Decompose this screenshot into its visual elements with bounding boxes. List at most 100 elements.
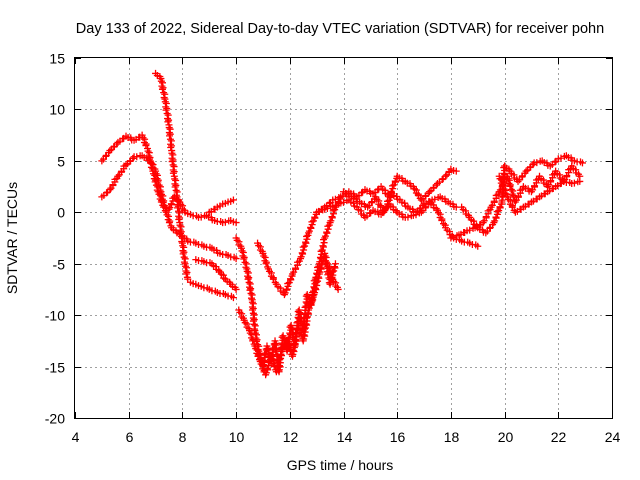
y-tick-label: 15 [49, 51, 65, 67]
grid-lines [75, 58, 612, 418]
data-point-satellite-arc-8 [358, 189, 366, 197]
data-point-satellite-arc-7 [290, 341, 298, 349]
data-point-satellite-arc-11 [506, 182, 514, 190]
data-point-satellite-arc-6 [239, 252, 247, 260]
data-point-satellite-arc-8 [417, 196, 425, 204]
data-point-satellite-arc-14 [327, 270, 335, 278]
x-tick-label: 12 [283, 429, 299, 445]
x-tick-label: 20 [498, 429, 514, 445]
data-point-satellite-arc-4 [215, 266, 223, 274]
data-point-satellite-arc-3 [182, 270, 190, 278]
data-point-satellite-arc-7 [254, 352, 262, 360]
data-point-satellite-arc-6 [249, 317, 257, 325]
data-point-satellite-arc-1 [169, 194, 177, 202]
data-point-satellite-arc-7 [331, 260, 339, 268]
data-point-satellite-arc-7 [285, 344, 293, 352]
data-point-satellite-arc-6 [238, 247, 246, 255]
data-point-satellite-arc-7 [284, 339, 292, 347]
y-tick-label: -15 [45, 360, 65, 376]
data-point-satellite-arc-7 [296, 329, 304, 337]
data-point-satellite-arc-7 [269, 360, 277, 368]
data-point-satellite-arc-2 [164, 216, 172, 224]
data-point-satellite-arc-2 [159, 198, 167, 206]
y-tick-label: -20 [45, 411, 65, 427]
data-point-satellite-arc-14 [324, 262, 332, 270]
data-point-satellite-arc-9 [366, 209, 374, 217]
data-point-satellite-arc-12 [551, 158, 559, 166]
chart-title: Day 133 of 2022, Sidereal Day-to-day VTE… [76, 21, 604, 37]
data-point-satellite-arc-8 [260, 252, 268, 260]
axis-ticks: 4 6 8 10 12 14 16 18 20 22 24 -20 -15 -10 -5 0 5 10 15 [45, 51, 621, 446]
data-point-satellite-arc-6 [240, 255, 248, 263]
x-axis-label: GPS time / hours [287, 457, 394, 473]
data-point-satellite-arc-8 [261, 257, 269, 265]
data-point-satellite-arc-7 [311, 284, 319, 292]
data-point-satellite-arc-7 [263, 365, 271, 373]
data-point-satellite-arc-11 [507, 185, 515, 193]
data-point-satellite-arc-13 [576, 177, 584, 185]
data-point-satellite-arc-7 [264, 359, 272, 367]
data-point-satellite-arc-2 [158, 195, 166, 203]
data-point-satellite-arc-2 [161, 202, 168, 210]
data-point-satellite-arc-3 [168, 158, 176, 166]
data-point-satellite-arc-12 [578, 159, 586, 167]
data-point-satellite-arc-6 [272, 347, 280, 355]
data-point-satellite-arc-10 [384, 197, 392, 205]
data-point-satellite-arc-5 [229, 196, 237, 204]
data-point-satellite-arc-3 [171, 183, 179, 191]
data-point-satellite-arc-13 [570, 179, 578, 187]
data-point-satellite-arc-3 [165, 132, 173, 140]
data-point-satellite-arc-3 [158, 85, 166, 93]
data-point-satellite-arc-10 [412, 208, 420, 216]
data-point-satellite-arc-2 [133, 153, 141, 161]
data-point-satellite-arc-7 [292, 330, 300, 338]
data-point-satellite-arc-2 [114, 172, 122, 180]
data-point-satellite-arc-7 [253, 349, 261, 357]
data-point-satellite-arc-3 [164, 118, 172, 126]
data-point-satellite-arc-7 [317, 264, 325, 272]
x-tick-label: 4 [72, 429, 80, 445]
data-point-satellite-arc-3 [229, 294, 237, 302]
data-point-satellite-arc-14 [325, 267, 333, 275]
data-point-satellite-arc-6 [244, 275, 252, 283]
data-point-satellite-arc-7 [273, 366, 281, 374]
data-point-satellite-arc-7 [302, 314, 310, 322]
data-point-satellite-arc-3 [175, 216, 183, 224]
data-point-satellite-arc-2 [161, 207, 169, 215]
x-tick-label: 16 [390, 429, 406, 445]
data-point-satellite-arc-9 [474, 242, 482, 250]
data-point-satellite-arc-3 [167, 144, 175, 152]
data-point-satellite-arc-3 [160, 94, 168, 102]
data-point-satellite-arc-6 [324, 222, 332, 230]
data-point-satellite-arc-6 [246, 286, 254, 294]
x-tick-label: 8 [179, 429, 187, 445]
data-point-satellite-arc-13 [499, 182, 507, 190]
y-tick-label: 5 [57, 154, 65, 170]
data-point-satellite-arc-7 [330, 263, 338, 271]
y-tick-label: -5 [53, 257, 66, 273]
data-point-satellite-arc-1 [139, 134, 147, 142]
data-point-satellite-arc-6 [242, 263, 250, 271]
data-point-satellite-arc-3 [177, 229, 185, 237]
data-point-satellite-arc-7 [274, 362, 282, 370]
data-point-satellite-arc-7 [276, 354, 284, 362]
data-point-satellite-arc-7 [314, 273, 322, 281]
data-point-satellite-arc-3 [174, 204, 182, 212]
data-point-satellite-arc-6 [260, 356, 268, 364]
data-point-satellite-arc-8 [374, 186, 382, 194]
data-point-satellite-arc-2 [163, 211, 171, 219]
data-point-satellite-arc-8 [303, 232, 311, 240]
data-point-satellite-arc-7 [246, 329, 254, 337]
data-point-satellite-arc-7 [252, 345, 260, 353]
data-point-satellite-arc-3 [162, 106, 170, 114]
data-point-satellite-arc-2 [165, 219, 173, 227]
data-point-satellite-arc-7 [268, 355, 276, 363]
data-point-satellite-arc-8 [284, 280, 292, 288]
data-point-satellite-arc-6 [241, 258, 249, 266]
y-tick-label: 0 [57, 205, 65, 221]
data-point-satellite-arc-7 [247, 334, 255, 342]
data-point-satellite-arc-2 [156, 186, 164, 194]
data-markers [98, 69, 586, 379]
data-point-satellite-arc-2 [158, 190, 166, 198]
